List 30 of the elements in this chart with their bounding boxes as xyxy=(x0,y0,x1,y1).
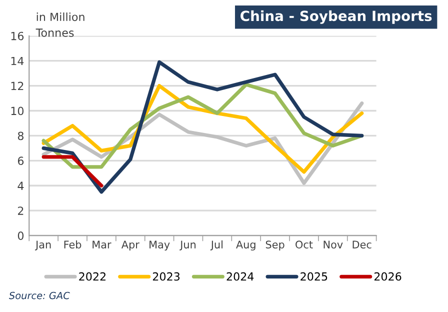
y-tick-label: 6 xyxy=(18,156,24,166)
y-tick-label: 0 xyxy=(18,232,24,240)
x-tick-label: Feb xyxy=(64,240,82,248)
chart-title: China - Soybean Imports xyxy=(240,10,432,24)
y-tick-label: 12 xyxy=(11,82,24,90)
legend-label: 2023 xyxy=(152,272,180,281)
y-tick-label: 2 xyxy=(18,206,24,215)
x-tick-label: Apr xyxy=(121,240,140,251)
x-tick-label: Dec xyxy=(352,240,372,248)
x-tick-label: Jul xyxy=(210,240,222,250)
x-tick-label: Oct xyxy=(296,240,313,248)
legend-label: 2026 xyxy=(374,272,402,281)
y-axis-title: in Million Tonnes xyxy=(36,12,84,37)
y-tick-label: 4 xyxy=(18,182,24,190)
legend-label: 2025 xyxy=(300,272,328,281)
y-tick-label: 8 xyxy=(18,132,24,140)
x-tick-label: Mar xyxy=(92,240,112,248)
x-tick-label: Jun xyxy=(180,240,196,250)
y-tick-label: 14 xyxy=(11,56,24,66)
x-tick-label: Sep xyxy=(266,240,284,251)
legend-label: 2024 xyxy=(226,272,254,281)
x-tick-label: Aug xyxy=(236,240,256,251)
x-tick-label: Nov xyxy=(324,240,343,248)
source-note: Source: GAC xyxy=(9,292,70,300)
y-tick-label: 16 xyxy=(11,32,24,40)
x-tick-label: May xyxy=(150,240,170,251)
y-tick-label: 10 xyxy=(11,106,24,116)
line-series xyxy=(42,60,364,194)
legend-label: 2022 xyxy=(79,272,106,281)
x-tick-label: Jan xyxy=(35,240,51,250)
